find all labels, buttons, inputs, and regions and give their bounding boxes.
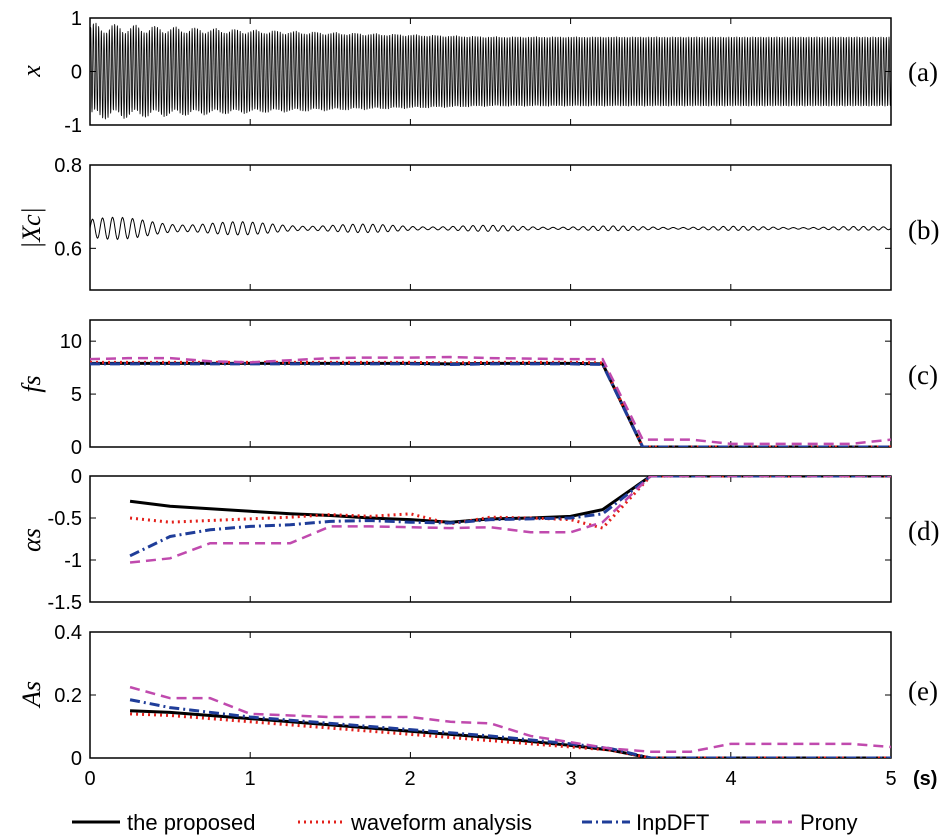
ylabel-xc: |Xc| [17,207,46,249]
y-tick-label: 10 [60,331,82,353]
ylabel-x: x [17,65,46,78]
y-tick-label: 0 [71,466,82,488]
panel-label-b: (b) [908,215,939,245]
series-line-prony [90,355,891,446]
y-tick-label: 0.4 [54,622,82,644]
y-tick-label: 0.6 [54,238,82,260]
y-tick-label: -1.5 [48,592,82,614]
y-tick-label: 0 [71,437,82,459]
panel-label-c: (c) [908,360,938,390]
series-line-prony [129,476,891,564]
x-tick-label: 0 [84,768,95,790]
panel-b: 0.8 0.6 [54,155,892,291]
series-line-waveform-analysis [90,360,891,447]
y-tick-label: 1 [71,8,82,30]
y-tick-label: 0.2 [54,685,82,707]
series-line-the-proposed [90,361,891,447]
axes-frame [89,631,892,759]
legend-label-waveform: waveform analysis [350,810,532,835]
x-tick-label: 3 [565,768,576,790]
y-tick-label: -1 [64,550,82,572]
panel-a: 1 0 -1 [64,8,892,137]
legend-label-inpdft: InpDFT [636,810,709,835]
ylabel-alpha: αs [17,528,46,552]
y-tick-label: 5 [71,384,82,406]
legend: the proposed waveform analysis InpDFT Pr… [72,810,857,835]
signal-line [90,22,891,120]
series-line-waveform-analysis [129,476,891,530]
x-tick-label: 4 [725,768,736,790]
series-line-inpdft [129,476,891,558]
axes-frame [89,475,892,603]
y-tick-label: 0 [71,748,82,770]
series-line-inpdft [90,362,891,447]
x-tick-label: 5 [885,768,896,790]
panel-label-d: (d) [908,516,939,546]
x-tick-label: 1 [244,768,255,790]
y-tick-label: 0.8 [54,155,82,177]
panel-label-e: (e) [908,676,938,706]
legend-label-prony: Prony [800,810,857,835]
panel-c: 10 5 0 [60,319,892,459]
panel-d: 0 -0.5 -1 -1.5 [48,466,892,614]
panel-e: 0.4 0.2 0 [54,622,892,770]
x-tick-label: 2 [404,768,415,790]
x-axis-unit: (s) [913,768,937,790]
series-line-prony [129,685,891,753]
legend-label-proposed: the proposed [127,810,255,835]
y-tick-label: -0.5 [48,508,82,530]
series-line-the-proposed [129,476,891,524]
ylabel-fs: fs [17,375,46,392]
ylabel-as: As [17,681,46,709]
panel-label-a: (a) [908,57,938,87]
y-tick-label: 0 [71,62,82,84]
series-line-waveform-analysis [129,712,891,758]
axes-frame [89,319,892,448]
y-tick-label: -1 [64,115,82,137]
magnitude-line [90,216,891,241]
